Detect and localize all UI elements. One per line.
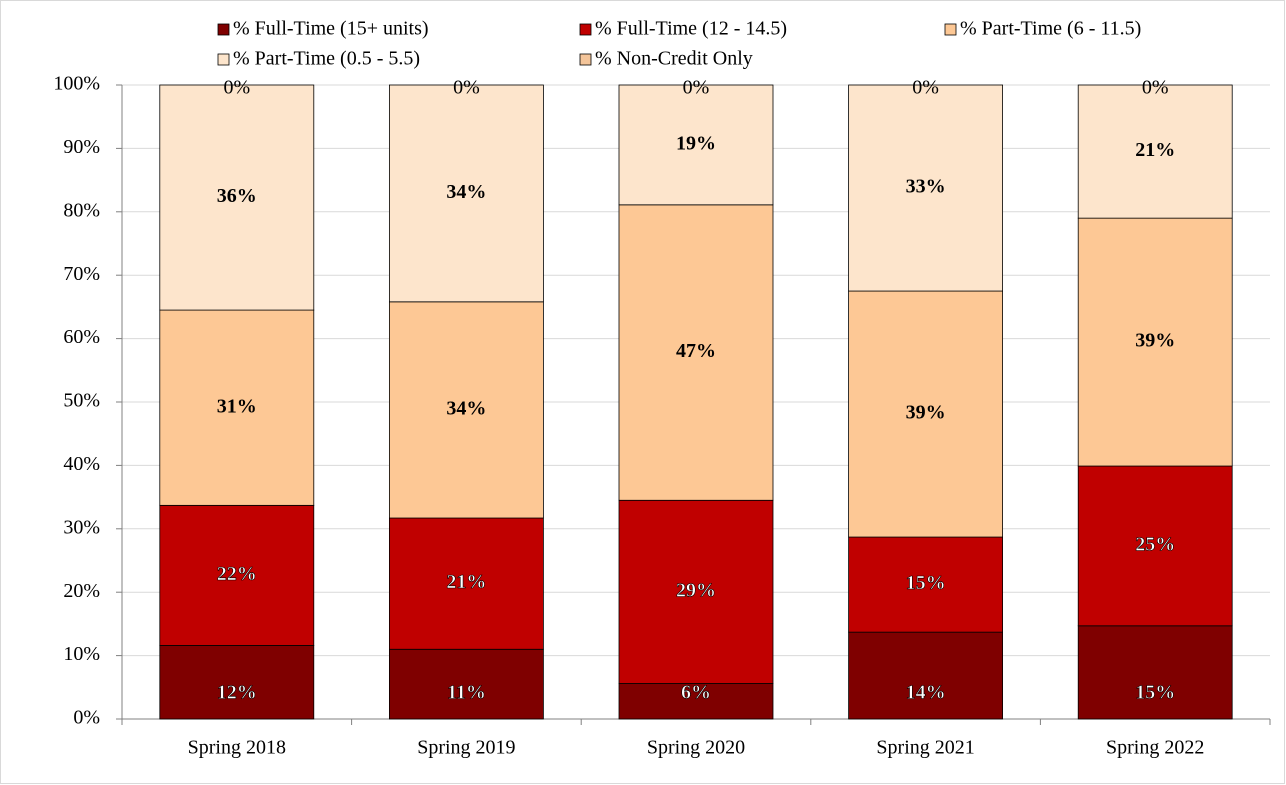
y-tick-label: 50% bbox=[63, 390, 100, 412]
data-label: 34% bbox=[446, 181, 486, 203]
data-label: 31% bbox=[217, 395, 257, 417]
bar-segment bbox=[618, 84, 774, 206]
bar-segment bbox=[388, 517, 544, 650]
legend-label: % Part-Time (0.5 - 5.5) bbox=[233, 48, 420, 70]
y-tick-label: 0% bbox=[73, 707, 100, 729]
y-tick-label: 70% bbox=[63, 263, 100, 285]
data-label: 25% bbox=[1135, 534, 1175, 556]
bar-segment bbox=[1077, 625, 1233, 720]
data-label: 15% bbox=[1135, 682, 1175, 704]
bar-segment bbox=[388, 84, 544, 303]
bar-segment bbox=[159, 504, 315, 646]
data-label: 21% bbox=[446, 571, 486, 593]
legend-label: % Part-Time (6 - 11.5) bbox=[960, 18, 1141, 40]
data-label: 47% bbox=[676, 340, 716, 362]
bar-segment bbox=[388, 301, 544, 519]
bar-segment bbox=[388, 648, 544, 720]
bar-segment bbox=[618, 683, 774, 720]
data-label: 36% bbox=[217, 185, 257, 207]
bar-segment bbox=[848, 631, 1003, 720]
legend-swatch bbox=[217, 53, 230, 66]
bar-segment bbox=[1077, 84, 1233, 219]
legend-swatch bbox=[579, 23, 592, 36]
bar-segment bbox=[159, 84, 315, 311]
x-tick-label: Spring 2018 bbox=[188, 737, 286, 759]
data-label: 0% bbox=[912, 77, 939, 99]
legend-label: % Full-Time (15+ units) bbox=[233, 18, 429, 40]
x-tick-label: Spring 2021 bbox=[876, 737, 974, 759]
legend-label: % Non-Credit Only bbox=[595, 48, 753, 70]
bar-segment bbox=[1077, 217, 1233, 467]
data-label: 14% bbox=[906, 682, 946, 704]
data-label: 19% bbox=[676, 133, 716, 155]
bar-segment bbox=[848, 536, 1003, 633]
x-tick-label: Spring 2020 bbox=[647, 737, 745, 759]
y-tick-label: 100% bbox=[53, 73, 100, 95]
data-label: 0% bbox=[1142, 77, 1169, 99]
x-tick-label: Spring 2019 bbox=[417, 737, 515, 759]
y-tick-label: 30% bbox=[63, 516, 100, 538]
data-label: 22% bbox=[217, 563, 257, 585]
y-tick-label: 60% bbox=[63, 326, 100, 348]
y-tick-label: 20% bbox=[63, 580, 100, 602]
bar-segment bbox=[848, 84, 1003, 292]
bar-segment bbox=[848, 290, 1003, 538]
data-label: 6% bbox=[681, 682, 711, 704]
data-label: 29% bbox=[676, 579, 716, 601]
data-label: 12% bbox=[217, 682, 257, 704]
y-tick-label: 90% bbox=[63, 136, 100, 158]
bar-segment bbox=[159, 645, 315, 720]
x-tick-label: Spring 2022 bbox=[1106, 737, 1204, 759]
y-tick-label: 10% bbox=[63, 643, 100, 665]
data-label: 0% bbox=[683, 77, 710, 99]
data-label: 0% bbox=[223, 77, 250, 99]
data-label: 33% bbox=[906, 176, 946, 198]
data-label: 39% bbox=[1135, 330, 1175, 352]
data-label: 39% bbox=[906, 402, 946, 424]
legend-swatch bbox=[579, 53, 592, 66]
y-tick-label: 40% bbox=[63, 453, 100, 475]
legend-swatch bbox=[944, 23, 957, 36]
bar-segment bbox=[618, 499, 774, 684]
legend-swatch bbox=[217, 23, 230, 36]
y-tick-label: 80% bbox=[63, 199, 100, 221]
data-label: 34% bbox=[446, 398, 486, 420]
data-label: 11% bbox=[447, 682, 486, 704]
bar-segment bbox=[618, 204, 774, 501]
data-label: 15% bbox=[906, 572, 946, 594]
legend-label: % Full-Time (12 - 14.5) bbox=[595, 18, 787, 40]
data-label: 21% bbox=[1135, 139, 1175, 161]
data-label: 0% bbox=[453, 77, 480, 99]
